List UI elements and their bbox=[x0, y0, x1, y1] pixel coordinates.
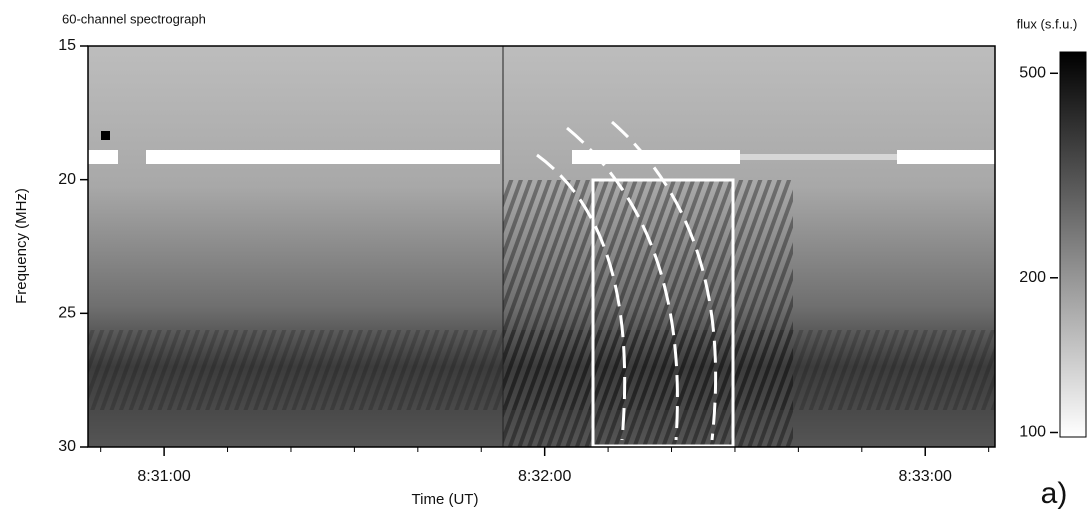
colorbar-tick-label: 200 bbox=[1019, 269, 1046, 286]
x-axis-label: Time (UT) bbox=[412, 491, 479, 508]
panel-label: a) bbox=[1041, 477, 1068, 510]
colorbar-label: flux (s.f.u.) bbox=[1017, 16, 1078, 31]
y-tick-label: 25 bbox=[58, 305, 76, 322]
colorbar bbox=[1059, 51, 1087, 438]
y-tick-label: 30 bbox=[58, 438, 76, 455]
y-tick-label: 20 bbox=[58, 171, 76, 188]
colorbar-tick-label: 500 bbox=[1019, 64, 1046, 81]
x-tick-label: 8:33:00 bbox=[899, 468, 952, 485]
colorbar-tick-label: 100 bbox=[1019, 424, 1046, 441]
y-tick-label: 15 bbox=[58, 37, 76, 54]
chart-title: 60-channel spectrograph bbox=[62, 11, 206, 26]
x-tick-label: 8:32:00 bbox=[518, 468, 571, 485]
spectrogram-image bbox=[88, 46, 995, 448]
y-axis-label: Frequency (MHz) bbox=[13, 188, 30, 304]
plot-frame bbox=[87, 45, 996, 448]
x-tick-label: 8:31:00 bbox=[137, 468, 190, 485]
